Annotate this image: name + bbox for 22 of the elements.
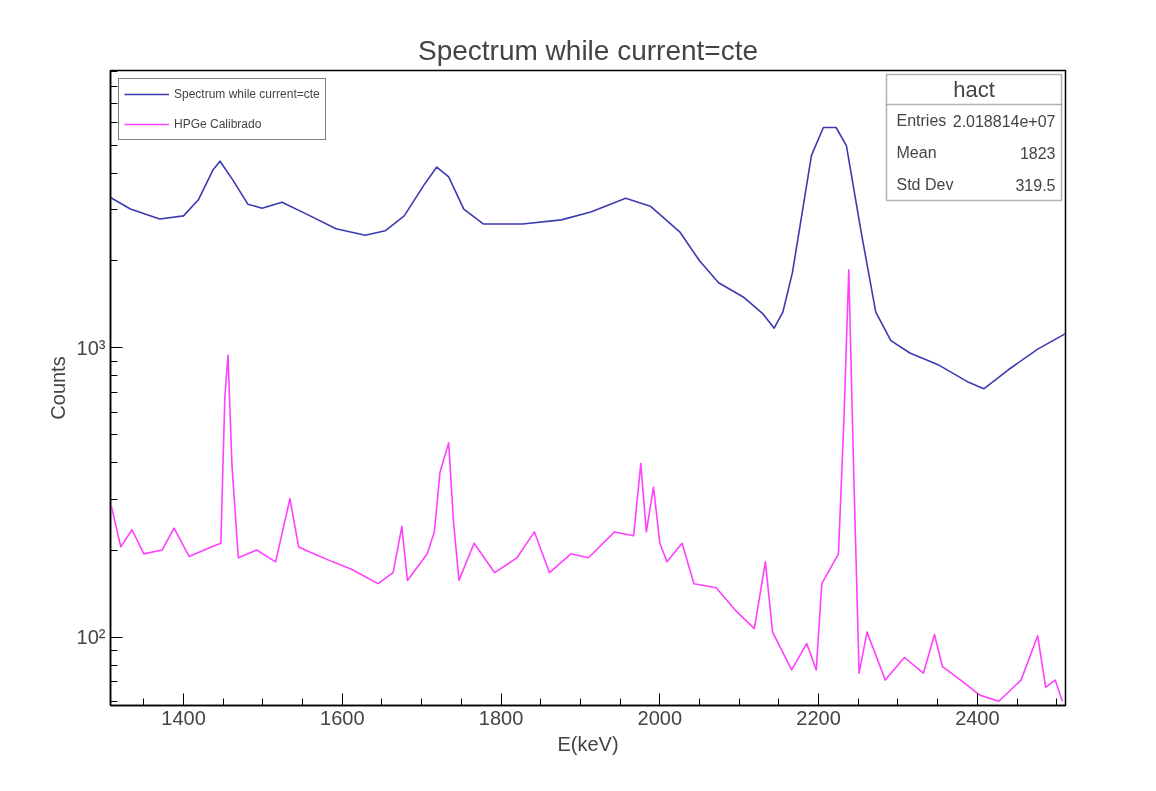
line-series xyxy=(110,269,1064,703)
y-tick-label: 10² xyxy=(76,626,106,649)
annotation: 2.018814e+07 xyxy=(952,112,1056,130)
legend-label: HPGe Calibrado xyxy=(174,117,262,131)
x-axis-title: E(keV) xyxy=(557,732,619,755)
annotation: hact xyxy=(953,77,995,102)
y-tick-label: 10³ xyxy=(76,336,106,359)
annotation: Mean xyxy=(896,144,937,161)
line-series xyxy=(110,126,1066,390)
chart-title: Spectrum while current=cte xyxy=(417,34,759,66)
x-tick-label: 1800 xyxy=(478,706,524,729)
x-tick-label: 1400 xyxy=(161,706,206,729)
x-tick-label: 2000 xyxy=(637,706,683,729)
x-tick-label: 2400 xyxy=(955,706,1000,729)
annotation: Std Dev xyxy=(896,176,954,193)
x-tick-label: 1600 xyxy=(320,706,365,729)
annotation: 1823 xyxy=(1019,144,1056,162)
legend-label: Spectrum while current=cte xyxy=(174,87,320,101)
x-tick-label: 2200 xyxy=(796,706,841,729)
annotation: Entries xyxy=(896,112,947,129)
annotation: 319.5 xyxy=(1015,176,1056,194)
y-axis-title: Counts xyxy=(46,356,69,420)
